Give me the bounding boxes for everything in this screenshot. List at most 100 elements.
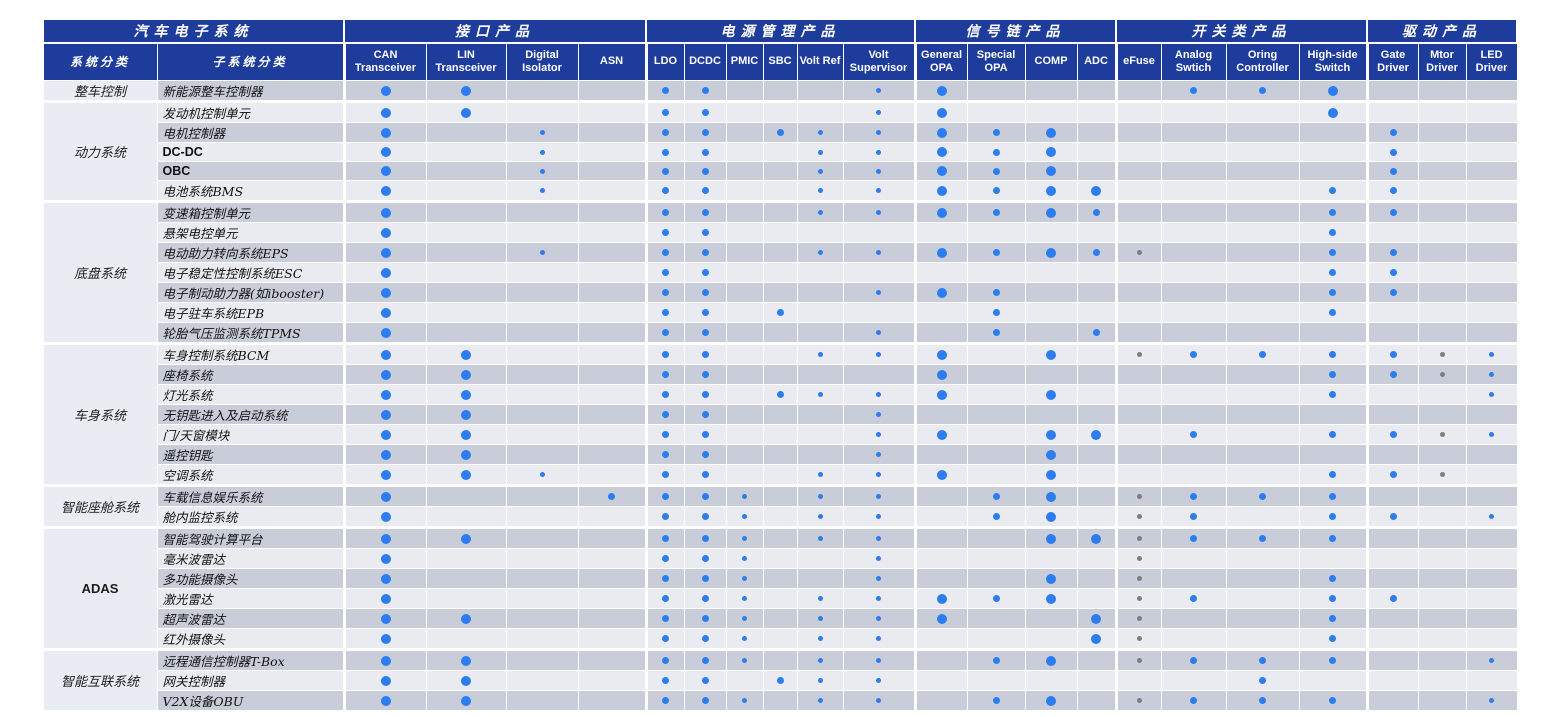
- dot-medium-blue: [776, 677, 784, 684]
- banner-group-4: 开关类产品: [1115, 18, 1369, 44]
- dot-large-blue: [380, 469, 391, 480]
- matrix-cell-dcdc: [683, 444, 727, 465]
- matrix-cell-pmic: [725, 222, 764, 243]
- dot-small-gray: [1136, 514, 1142, 519]
- matrix-cell-pmic: [725, 608, 764, 629]
- matrix-cell-hss: [1298, 180, 1368, 202]
- matrix-cell-pmic: [725, 322, 764, 344]
- dot-medium-blue: [1092, 249, 1100, 256]
- matrix-cell-dcdc: [683, 548, 727, 569]
- dot-large-blue: [1046, 593, 1057, 604]
- dot-medium-blue: [1190, 431, 1198, 438]
- dot-medium-blue: [992, 148, 1000, 156]
- banner-group-3: 信号链产品: [914, 18, 1118, 44]
- matrix-cell-gopa: [913, 161, 968, 181]
- matrix-cell-dig: [505, 506, 579, 528]
- matrix-cell-vsup: [842, 690, 916, 711]
- dot-small-gray: [1136, 536, 1142, 541]
- matrix-cell-dig: [505, 242, 579, 263]
- dot-medium-blue: [662, 595, 669, 602]
- dot-large-blue: [461, 449, 471, 460]
- dot-medium-blue: [701, 129, 709, 136]
- subsystem-label: 红外摄像头: [156, 628, 345, 650]
- matrix-cell-sbc: [762, 282, 798, 303]
- matrix-cell-efuse: [1114, 404, 1162, 425]
- matrix-cell-sopa: [966, 568, 1026, 589]
- dot-medium-blue: [1389, 249, 1397, 256]
- dot-medium-blue: [701, 411, 709, 418]
- matrix-cell-hss: [1298, 588, 1368, 609]
- matrix-cell-dcdc: [683, 80, 727, 102]
- dot-large-blue: [936, 593, 947, 604]
- matrix-cell-vref: [796, 322, 844, 344]
- matrix-cell-asn: [577, 404, 647, 425]
- dot-large-blue: [380, 613, 391, 624]
- matrix-cell-dcdc: [683, 180, 727, 202]
- dot-large-blue: [1046, 533, 1057, 544]
- matrix-cell-vref: [796, 262, 844, 283]
- matrix-cell-hss: [1298, 302, 1368, 323]
- matrix-cell-ldo: [644, 100, 685, 123]
- matrix-cell-lin: [425, 506, 507, 528]
- matrix-cell-gopa: [913, 506, 968, 528]
- matrix-cell-ldo: [644, 526, 685, 549]
- matrix-cell-mtor: [1417, 222, 1467, 243]
- dot-large-blue: [461, 695, 471, 706]
- matrix-cell-comp: [1024, 302, 1078, 323]
- matrix-cell-sbc: [762, 364, 798, 385]
- dot-medium-blue: [1329, 249, 1337, 256]
- matrix-cell-dcdc: [683, 142, 727, 162]
- matrix-cell-vref: [796, 548, 844, 569]
- matrix-cell-ldo: [644, 548, 685, 569]
- matrix-cell-dig: [505, 648, 579, 671]
- column-header-vsup: Volt Supervisor: [842, 42, 916, 81]
- dot-medium-blue: [1389, 371, 1397, 378]
- matrix-cell-mtor: [1417, 526, 1467, 549]
- matrix-cell-comp: [1024, 242, 1078, 263]
- matrix-cell-vsup: [842, 424, 916, 445]
- dot-small-blue: [742, 514, 747, 519]
- matrix-cell-efuse: [1114, 242, 1162, 263]
- matrix-cell-adc: [1076, 364, 1117, 385]
- matrix-cell-hss: [1298, 424, 1368, 445]
- dot-large-blue: [936, 429, 947, 440]
- dot-medium-blue: [992, 595, 1000, 602]
- table-row: ADAS 智能驾驶计算平台: [42, 526, 1518, 650]
- dot-large-blue: [380, 166, 391, 176]
- dot-medium-blue: [992, 329, 1000, 336]
- matrix-cell-led: [1465, 342, 1518, 365]
- matrix-cell-dig: [505, 628, 579, 650]
- dot-large-blue: [936, 166, 947, 176]
- dot-medium-blue: [701, 109, 709, 116]
- dot-medium-blue: [701, 595, 709, 602]
- subsystem-label: 电子驻车系统EPB: [156, 302, 345, 323]
- dot-medium-blue: [1259, 697, 1267, 704]
- table-row: 无钥匙进入及启动系统: [43, 404, 1518, 425]
- table-row: 座椅系统: [43, 364, 1518, 385]
- dot-medium-blue: [992, 187, 1000, 194]
- matrix-cell-comp: [1024, 506, 1078, 528]
- matrix-cell-led: [1465, 628, 1518, 650]
- matrix-cell-efuse: [1114, 342, 1162, 365]
- matrix-cell-vsup: [842, 548, 916, 569]
- matrix-cell-vsup: [842, 200, 916, 223]
- dot-large-blue: [936, 85, 947, 96]
- matrix-cell-mtor: [1417, 80, 1467, 102]
- matrix-cell-asw: [1160, 384, 1227, 405]
- matrix-cell-vsup: [842, 122, 916, 143]
- matrix-cell-led: [1465, 648, 1518, 671]
- matrix-cell-asw: [1160, 444, 1227, 465]
- column-header-group: 系统分类: [42, 42, 158, 81]
- dot-large-blue: [380, 553, 391, 564]
- matrix-cell-sbc: [762, 322, 798, 344]
- dot-medium-blue: [1389, 129, 1397, 136]
- matrix-cell-hss: [1298, 548, 1368, 569]
- dot-large-blue: [461, 369, 471, 380]
- subsystem-label: 发动机控制单元: [156, 100, 345, 123]
- dot-medium-blue: [1329, 229, 1337, 236]
- dot-medium-blue: [992, 209, 1000, 216]
- matrix-cell-ldo: [644, 282, 685, 303]
- matrix-cell-sopa: [966, 548, 1026, 569]
- matrix-cell-can: [342, 142, 427, 162]
- matrix-cell-gopa: [913, 648, 968, 671]
